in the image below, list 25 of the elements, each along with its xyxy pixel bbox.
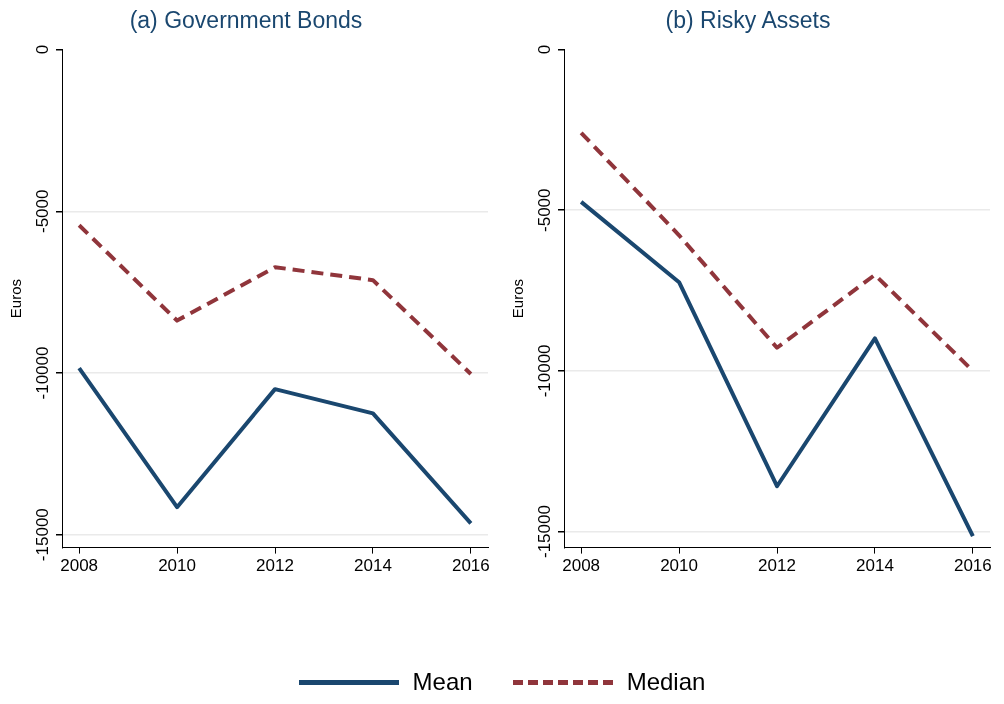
legend-label: Mean xyxy=(412,668,473,696)
line-series xyxy=(77,223,473,376)
y-tick-label: -10000 xyxy=(33,346,53,400)
x-tick-label: 2016 xyxy=(451,556,490,576)
x-tick-label: 2014 xyxy=(354,556,392,576)
y-tick-label: 0 xyxy=(535,44,555,55)
x-tick-label: 2010 xyxy=(660,556,698,576)
y-tick-label: 0 xyxy=(33,44,53,55)
x-tick-label: 2008 xyxy=(562,556,601,576)
y-tick-label: -10000 xyxy=(535,344,555,398)
x-tick-label: 2010 xyxy=(158,556,196,576)
x-tick-label: 2016 xyxy=(953,556,992,576)
y-tick-label: -5000 xyxy=(33,189,53,234)
chart-title: (a) Government Bonds xyxy=(129,7,363,34)
y-tick-label: -15000 xyxy=(535,505,555,558)
y-tick-label: -15000 xyxy=(33,508,53,562)
x-tick-label: 2012 xyxy=(758,556,796,576)
chart-title: (b) Risky Assets xyxy=(665,7,831,34)
x-tick-label: 2012 xyxy=(256,556,294,576)
y-axis-title: Euros xyxy=(7,279,25,319)
x-tick-label: 2014 xyxy=(856,556,894,576)
y-tick-label: -5000 xyxy=(535,188,555,232)
y-axis-title: Euros xyxy=(509,279,527,319)
legend-label: Median xyxy=(626,668,706,696)
x-tick-label: 2008 xyxy=(60,556,99,576)
